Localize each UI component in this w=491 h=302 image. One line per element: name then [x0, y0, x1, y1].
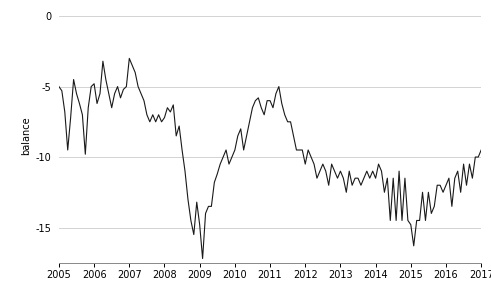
Y-axis label: balance: balance [21, 117, 31, 155]
